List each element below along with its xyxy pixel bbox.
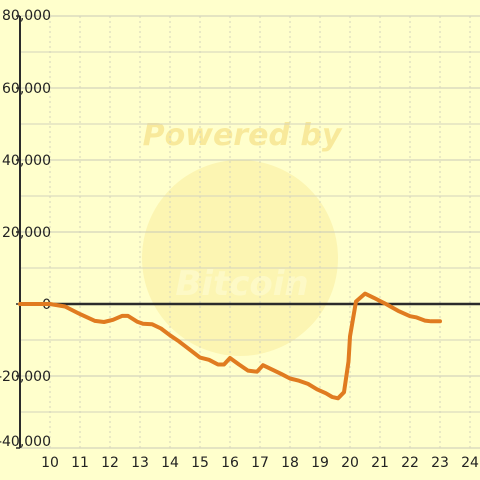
x-tick-label: 14 <box>161 455 179 471</box>
y-tick-label: 60,000 <box>2 81 51 97</box>
x-tick-label: 15 <box>191 455 209 471</box>
x-tick-label: 16 <box>221 455 239 471</box>
y-tick-label: 20,000 <box>2 225 51 241</box>
x-tick-label: 17 <box>251 455 269 471</box>
watermark-line1: Powered by <box>143 118 343 153</box>
x-tick-label: 21 <box>371 455 389 471</box>
y-tick-label: -20,000 <box>0 369 51 385</box>
y-tick-label: 80,000 <box>2 8 51 24</box>
grid <box>20 15 480 449</box>
watermark-logo-circle <box>142 160 338 356</box>
y-tick-label: 40,000 <box>2 153 51 169</box>
x-tick-label: 19 <box>311 455 329 471</box>
y-tick-label: -40,000 <box>0 434 51 450</box>
watermark: Powered by Bitcoin <box>142 118 343 356</box>
x-tick-label: 10 <box>41 455 59 471</box>
x-tick-label: 18 <box>281 455 299 471</box>
x-tick-label: 24 <box>461 455 479 471</box>
tick-labels: 80,00060,00040,00020,0000-20,000-40,0001… <box>0 8 479 471</box>
x-tick-label: 23 <box>431 455 449 471</box>
x-tick-label: 11 <box>71 455 89 471</box>
watermark-line2: Bitcoin <box>175 264 308 304</box>
series-line <box>18 291 442 401</box>
series-group <box>18 291 442 401</box>
x-tick-label: 12 <box>101 455 119 471</box>
x-tick-label: 22 <box>401 455 419 471</box>
x-tick-label: 20 <box>341 455 359 471</box>
axes <box>16 15 480 449</box>
x-tick-label: 13 <box>131 455 149 471</box>
